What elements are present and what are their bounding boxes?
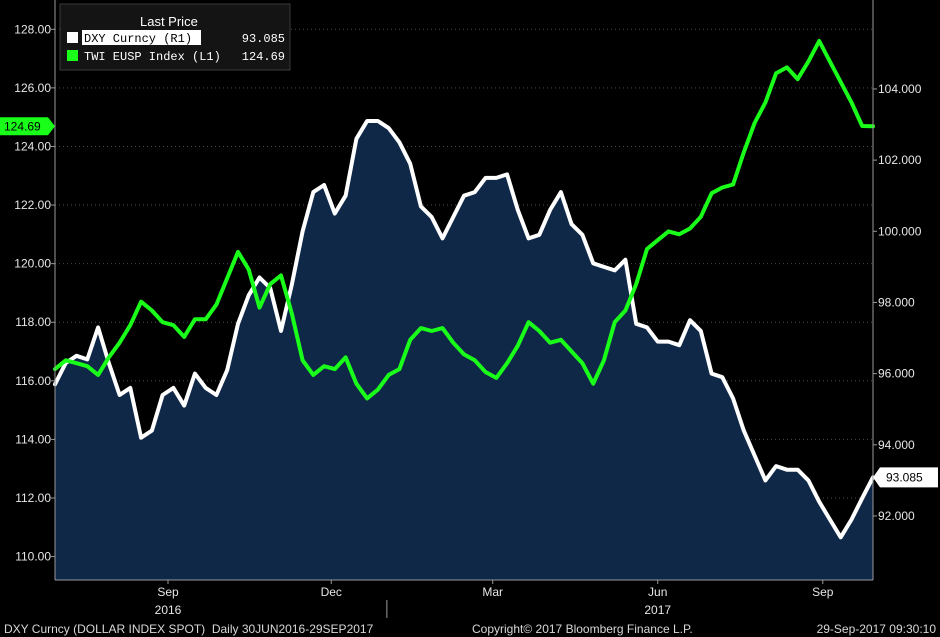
- legend-header: Last Price: [140, 14, 198, 29]
- left-tick-label-0: 110.00: [15, 550, 51, 564]
- footer-right: 29-Sep-2017 09:30:10: [817, 622, 937, 636]
- left-tick-label-6: 122.00: [14, 198, 51, 212]
- twi-last-price-tag-bg: [0, 117, 55, 136]
- left-tick-label-3: 116.00: [15, 374, 51, 388]
- legend-label-dxy: DXY Curncy (R1): [84, 32, 192, 46]
- left-tick-label-2: 114.00: [15, 432, 51, 446]
- legend-value-dxy: 93.085: [242, 32, 285, 46]
- x-tick-label-2: Mar: [482, 585, 503, 599]
- legend-swatch-twi: [67, 50, 78, 61]
- right-tick-label-0: 92.000: [878, 509, 915, 523]
- left-tick-label-8: 126.00: [14, 81, 51, 95]
- legend-swatch-dxy: [67, 32, 78, 43]
- right-tick-label-3: 98.000: [878, 295, 915, 309]
- x-axis-ticks: Sep Dec Mar Jun Sep 2016 2017: [155, 580, 834, 618]
- twi-last-price-tag: 124.69: [0, 117, 55, 136]
- right-tick-label-4: 100.000: [878, 224, 922, 238]
- dxy-last-price-tag: 93.085: [873, 467, 938, 488]
- left-tick-label-9: 128.00: [14, 22, 51, 36]
- x-tick-label-4: Sep: [812, 585, 834, 599]
- x-year-label-1: 2017: [644, 603, 671, 617]
- left-tick-label-7: 124.00: [14, 139, 51, 153]
- x-year-label-0: 2016: [155, 603, 182, 617]
- twi-series-line: [53, 39, 875, 401]
- dxy-series-line: [53, 119, 875, 540]
- right-tick-label-6: 104.000: [878, 82, 922, 96]
- footer-center: Copyright© 2017 Bloomberg Finance L.P.: [472, 622, 693, 636]
- left-tick-label-1: 112.00: [15, 491, 51, 505]
- x-tick-label-3: Jun: [648, 585, 667, 599]
- dxy-area-fill: [55, 121, 873, 580]
- dxy-last-price-tag-bg: [873, 467, 938, 488]
- dxy-last-price-label: 93.085: [886, 470, 923, 484]
- right-tick-label-5: 102.000: [878, 153, 922, 167]
- left-tick-label-4: 118.00: [15, 315, 51, 329]
- right-tick-label-1: 94.000: [878, 438, 915, 452]
- footer-left: DXY Curncy (DOLLAR INDEX SPOT) Daily 30J…: [4, 622, 374, 636]
- x-tick-label-0: Sep: [157, 585, 179, 599]
- right-axis-ticks: 92.000 94.000 96.000 98.000 100.000 102.000 10…: [873, 82, 922, 523]
- x-tick-label-1: Dec: [321, 585, 342, 599]
- legend: Last Price DXY Curncy (R1) 93.085 TWI EU…: [59, 3, 291, 71]
- footer: DXY Curncy (DOLLAR INDEX SPOT) Daily 30J…: [0, 619, 940, 637]
- legend-label-twi: TWI EUSP Index (L1): [84, 50, 221, 64]
- footer-bg: [0, 619, 940, 637]
- legend-label-dxy-bg: [82, 30, 201, 45]
- legend-value-twi: 124.69: [242, 50, 285, 64]
- right-tick-label-2: 96.000: [878, 367, 915, 381]
- left-axis-ticks: 110.00 112.00 114.00 116.00 118.00 120.00 122.…: [14, 22, 55, 564]
- left-tick-label-5: 120.00: [14, 257, 51, 271]
- twi-last-price-label: 124.69: [4, 119, 41, 133]
